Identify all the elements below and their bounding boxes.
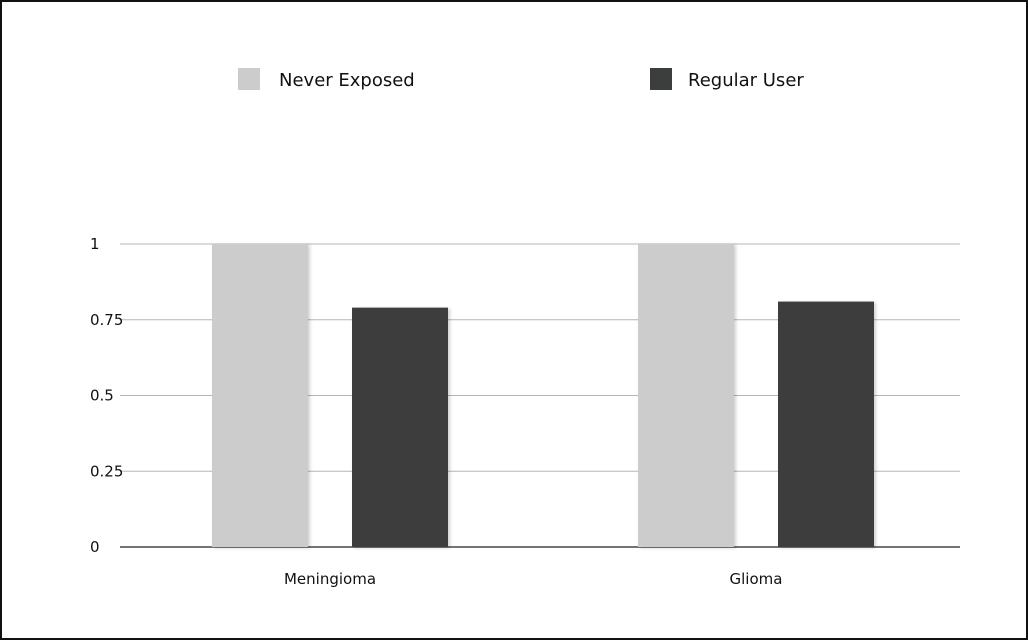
x-tick-label: Glioma: [730, 570, 783, 588]
legend: Never Exposed Regular User: [238, 68, 804, 91]
bars: [212, 244, 874, 547]
bar-glioma-regular-user: [778, 301, 874, 547]
x-tick-label: Meningioma: [284, 570, 376, 588]
y-tick-label: 0.5: [90, 387, 114, 405]
bar-meningioma-never-exposed: [212, 244, 308, 547]
bar-meningioma-regular-user: [352, 307, 448, 547]
y-tick-label: 0.25: [90, 462, 123, 480]
y-tick-label: 0: [90, 538, 100, 556]
legend-label: Never Exposed: [279, 70, 415, 91]
y-tick-label: 0.75: [90, 311, 123, 329]
legend-swatch: [650, 68, 672, 90]
y-tick-label: 1: [90, 235, 100, 253]
x-axis: Meningioma Glioma: [284, 570, 782, 588]
y-axis: 0 0.25 0.5 0.75 1: [90, 235, 123, 556]
legend-swatch: [238, 68, 260, 90]
bar-glioma-never-exposed: [638, 244, 734, 547]
legend-label: Regular User: [688, 70, 804, 91]
